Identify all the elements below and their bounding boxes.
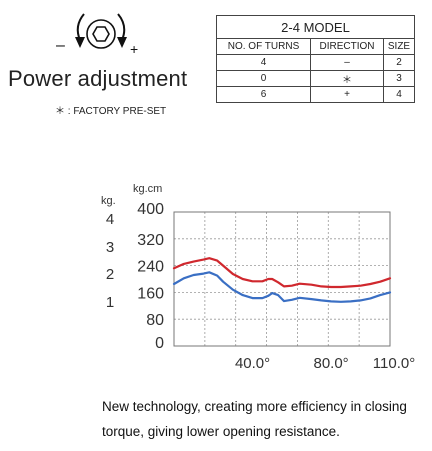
header-direction: DIRECTION [310,38,384,55]
header-turns: NO. OF TURNS [216,38,311,55]
model-table: 2-4 MODEL NO. OF TURNS DIRECTION SIZE 4 … [216,15,415,103]
clockwise-arrow-icon [117,13,126,41]
y-tick-label-kgcm: 160 [137,285,164,302]
x-tick-label: 110.0° [373,355,415,372]
plot-frame [173,211,391,347]
table-cell: + [310,86,384,103]
table-row: 6 + 4 [216,86,415,103]
x-tick-label: 80.0° [313,355,348,372]
table-row: 4 – 2 [216,54,415,71]
chart-series-group [172,257,392,303]
table-cell: 6 [216,86,311,103]
counterclockwise-arrow-icon [76,13,85,41]
y-tick-label-kg: 4 [106,211,114,228]
power-adjustment-title: Power adjustment [8,66,188,91]
factory-preset-note: ＊ : FACTORY PRE-SET [55,106,167,117]
table-cell: – [310,54,384,71]
table-cell: 0 [216,70,311,87]
model-table-title: 2-4 MODEL [216,15,415,39]
y-tick-label-kgcm: 80 [146,312,164,329]
y-tick-label-kg: 2 [106,266,114,283]
table-cell: ＊ [310,70,384,87]
hex-bolt-icon [92,26,110,42]
y-tick-label-kgcm: 0 [155,335,164,352]
header-size: SIZE [383,38,415,55]
table-row: 0 ＊ 3 [216,70,415,87]
power-adjustment-icon: – + [56,13,138,57]
y-tick-label-kg: 1 [106,294,114,311]
left-arrowhead-icon [75,37,85,48]
chart-labels: 400 320 240 160 80 0 4 3 2 1 kg.cm kg. 40.0° 80.0° 110… [101,183,415,372]
caption-text: New technology, creating more efficiency… [102,399,407,439]
table-cell: 2 [383,54,415,71]
y-unit-kgcm: kg.cm [133,183,162,195]
y-unit-kg: kg. [101,195,116,207]
plus-sign: + [130,41,138,57]
table-cell: 3 [383,70,415,87]
y-tick-label-kgcm: 320 [137,232,164,249]
y-tick-label-kgcm: 400 [137,201,164,218]
series-line-blue [172,271,392,303]
table-cell: 4 [216,54,311,71]
bolt-circle-icon [86,19,116,49]
y-tick-label-kg: 3 [106,239,114,256]
series-line-red [172,257,392,289]
y-tick-label-kgcm: 240 [137,259,164,276]
right-arrowhead-icon [117,37,127,48]
table-cell: 4 [383,86,415,103]
torque-chart: 400 320 240 160 80 0 4 3 2 1 kg.cm kg. 40.0° 80.0° 110… [101,183,415,372]
x-tick-label: 40.0° [235,355,270,372]
minus-sign: – [56,37,65,54]
chart-grid [174,212,390,346]
